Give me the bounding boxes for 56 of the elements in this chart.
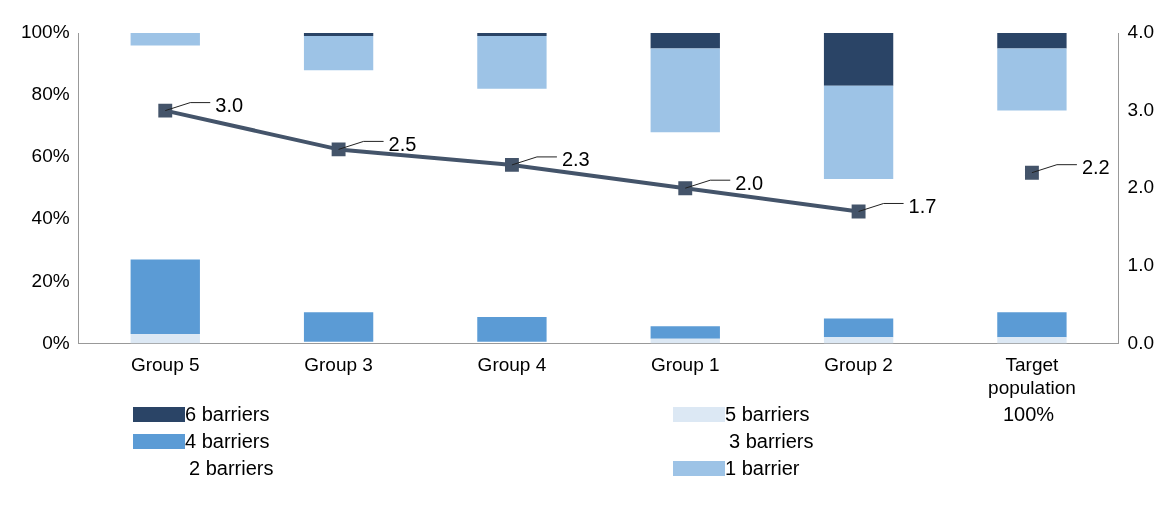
data-label: 3.0	[215, 94, 244, 117]
y-tick-label: 0%	[42, 331, 70, 353]
text: 100%	[1003, 403, 1056, 426]
text: 2 barriers	[188, 457, 275, 480]
point	[158, 103, 173, 118]
x-tick-label: Group 5	[130, 354, 200, 376]
bar	[823, 85, 894, 179]
y2-tick-label: 1.0	[1127, 254, 1155, 276]
bar	[823, 318, 894, 338]
bar	[650, 48, 720, 133]
bar	[130, 33, 200, 46]
data-label: 2.3	[561, 148, 590, 171]
data-label: 2.5	[388, 132, 417, 155]
bar	[997, 337, 1067, 344]
data-label: 2.0	[735, 171, 764, 194]
bar	[303, 312, 374, 342]
point	[678, 181, 693, 196]
y-tick-label: 80%	[31, 83, 70, 105]
bar	[303, 36, 374, 71]
y2-tick-label: 0.0	[1127, 331, 1155, 353]
bar	[823, 33, 894, 86]
legend-label: 5 barriers	[725, 403, 810, 426]
y-tick-label: 100%	[20, 21, 70, 43]
y-tick-label: 60%	[31, 145, 70, 167]
bar	[303, 33, 374, 37]
text: 3 barriers	[728, 430, 815, 453]
y-tick-label: 20%	[31, 269, 70, 291]
legend-label: 4 barriers	[185, 430, 270, 453]
x-tick-label: Group 3	[304, 354, 373, 376]
y2-tick-label: 2.0	[1127, 176, 1155, 198]
bar	[650, 33, 720, 49]
bar	[823, 337, 894, 344]
bar	[997, 312, 1067, 338]
x-tick-label: Group 1	[650, 354, 720, 376]
data-label: 2.2	[1081, 156, 1110, 179]
data-label: 1.7	[908, 195, 937, 217]
x-tick-label: Target population	[988, 354, 1076, 398]
bar	[130, 259, 200, 335]
point	[331, 142, 346, 157]
bar	[477, 33, 547, 37]
y-tick-label: 40%	[31, 207, 70, 229]
bar	[997, 33, 1067, 49]
bar	[477, 36, 547, 89]
y2-tick-label: 4.0	[1127, 21, 1155, 43]
point	[504, 157, 519, 172]
legend-label: 6 barriers	[185, 403, 270, 426]
x-tick-label: Group 4	[477, 354, 547, 376]
bar	[130, 334, 200, 344]
x-tick-label: Group 2	[824, 354, 893, 376]
legend-label: 1 barrier	[725, 457, 800, 480]
point	[1024, 165, 1039, 180]
point	[851, 204, 866, 219]
bar	[997, 48, 1067, 111]
bar	[650, 326, 720, 339]
bar	[477, 317, 547, 342]
y2-tick-label: 3.0	[1127, 98, 1155, 120]
